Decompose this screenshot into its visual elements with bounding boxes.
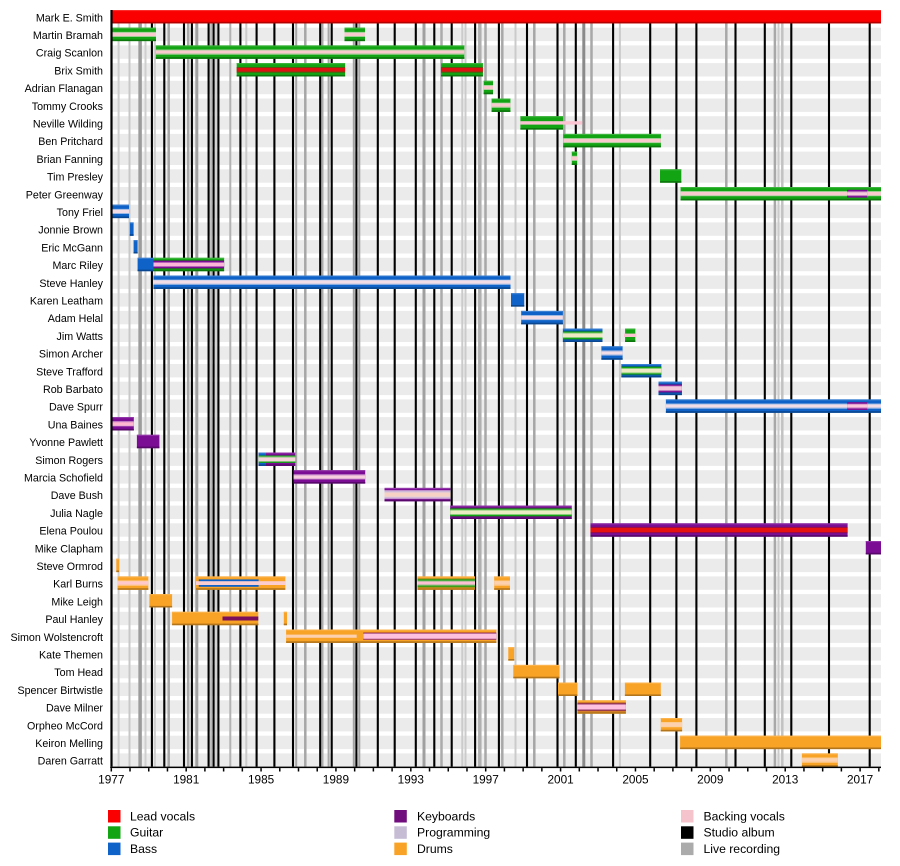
svg-text:2013: 2013	[772, 773, 799, 787]
svg-text:2017: 2017	[847, 773, 873, 787]
svg-text:Kate Themen: Kate Themen	[39, 650, 103, 662]
svg-text:1977: 1977	[98, 773, 124, 787]
svg-text:Keyboards: Keyboards	[417, 809, 475, 823]
svg-text:Programming: Programming	[417, 826, 490, 840]
svg-text:Studio album: Studio album	[704, 826, 775, 840]
svg-text:Simon Archer: Simon Archer	[39, 349, 104, 361]
svg-text:Yvonne Pawlett: Yvonne Pawlett	[29, 437, 103, 449]
svg-text:Peter Greenway: Peter Greenway	[26, 189, 104, 201]
svg-text:Tim Presley: Tim Presley	[47, 172, 104, 184]
svg-text:1981: 1981	[173, 773, 199, 787]
svg-text:Martin Bramah: Martin Bramah	[33, 30, 103, 42]
svg-text:Ben Pritchard: Ben Pritchard	[38, 136, 103, 148]
svg-text:Drums: Drums	[417, 842, 453, 856]
svg-text:Simon Wolstencroft: Simon Wolstencroft	[11, 632, 103, 644]
svg-text:Adam Helal: Adam Helal	[48, 313, 103, 325]
svg-text:Mike Leigh: Mike Leigh	[51, 596, 103, 608]
svg-text:Eric McGann: Eric McGann	[41, 242, 103, 254]
svg-text:Elena Poulou: Elena Poulou	[39, 526, 103, 538]
svg-text:Keiron Melling: Keiron Melling	[35, 738, 103, 750]
svg-text:Orpheo McCord: Orpheo McCord	[27, 720, 103, 732]
svg-text:Una Baines: Una Baines	[48, 419, 103, 431]
svg-text:Karen Leatham: Karen Leatham	[30, 296, 103, 308]
svg-text:Mark E. Smith: Mark E. Smith	[36, 12, 103, 24]
svg-text:Steve Hanley: Steve Hanley	[39, 278, 103, 290]
svg-text:Tony Friel: Tony Friel	[57, 207, 103, 219]
svg-text:Bass: Bass	[130, 842, 157, 856]
svg-text:1997: 1997	[473, 773, 499, 787]
svg-text:2001: 2001	[547, 773, 573, 787]
svg-text:Marc Riley: Marc Riley	[53, 260, 104, 272]
svg-text:Paul Hanley: Paul Hanley	[45, 614, 103, 626]
svg-text:Marcia Schofield: Marcia Schofield	[24, 473, 103, 485]
svg-text:Lead vocals: Lead vocals	[130, 809, 195, 823]
svg-text:Daren Garratt: Daren Garratt	[38, 756, 103, 768]
svg-text:Backing vocals: Backing vocals	[704, 809, 785, 823]
svg-text:Adrian Flanagan: Adrian Flanagan	[25, 83, 103, 95]
svg-text:Karl Burns: Karl Burns	[53, 579, 103, 591]
svg-text:Steve Ormrod: Steve Ormrod	[36, 561, 103, 573]
svg-text:2009: 2009	[697, 773, 723, 787]
svg-text:2005: 2005	[622, 773, 649, 787]
svg-text:Tommy Crooks: Tommy Crooks	[32, 101, 103, 113]
svg-text:Tom Head: Tom Head	[54, 667, 103, 679]
svg-text:1993: 1993	[398, 773, 425, 787]
svg-text:Craig Scanlon: Craig Scanlon	[36, 48, 103, 60]
svg-text:1989: 1989	[323, 773, 349, 787]
svg-text:Dave Bush: Dave Bush	[51, 490, 103, 502]
svg-text:Guitar: Guitar	[130, 826, 163, 840]
svg-text:1985: 1985	[248, 773, 275, 787]
svg-text:Jonnie Brown: Jonnie Brown	[38, 225, 103, 237]
svg-text:Jim Watts: Jim Watts	[56, 331, 103, 343]
svg-text:Dave Milner: Dave Milner	[46, 703, 103, 715]
svg-text:Simon Rogers: Simon Rogers	[35, 455, 103, 467]
svg-text:Neville Wilding: Neville Wilding	[33, 119, 103, 131]
svg-text:Julia Nagle: Julia Nagle	[50, 508, 103, 520]
svg-text:Live recording: Live recording	[704, 842, 781, 856]
svg-text:Brix Smith: Brix Smith	[54, 65, 103, 77]
svg-text:Steve Trafford: Steve Trafford	[36, 366, 103, 378]
svg-text:Rob Barbato: Rob Barbato	[43, 384, 103, 396]
svg-text:Mike Clapham: Mike Clapham	[35, 543, 103, 555]
svg-text:Dave Spurr: Dave Spurr	[49, 402, 103, 414]
svg-text:Brian Fanning: Brian Fanning	[36, 154, 103, 166]
svg-text:Spencer Birtwistle: Spencer Birtwistle	[17, 685, 103, 697]
